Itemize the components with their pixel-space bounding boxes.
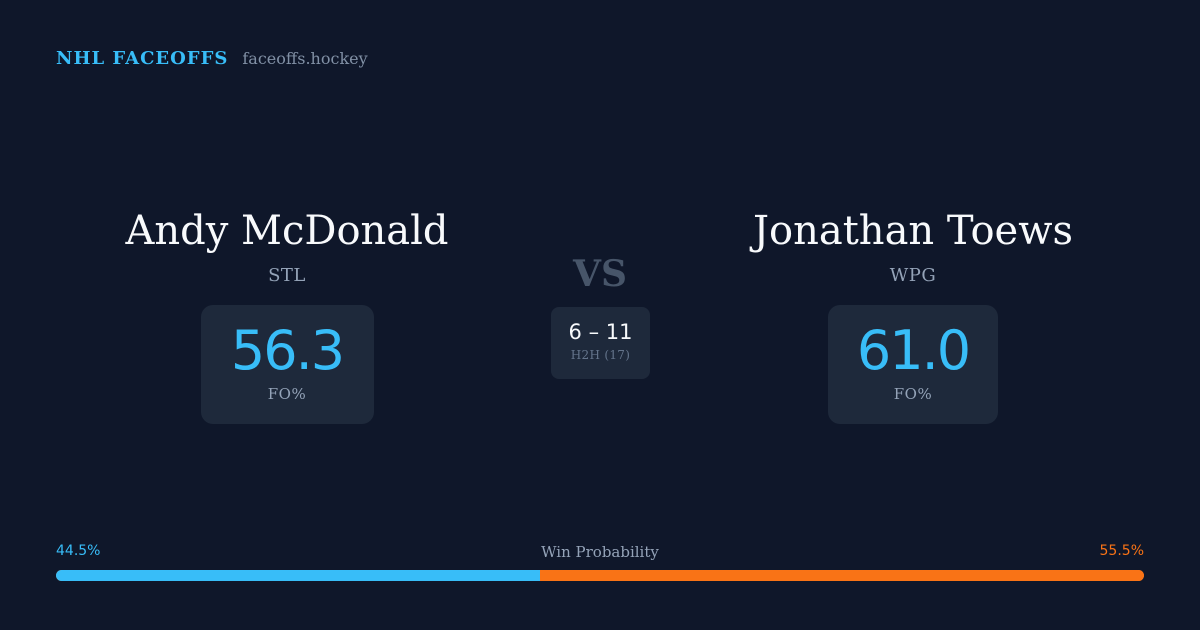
player-left-name: Andy McDonald [125, 208, 449, 254]
win-probability-bar-left [56, 570, 541, 581]
player-left-fo-label: FO% [267, 385, 307, 403]
win-probability-left-pct: 44.5% [56, 543, 101, 559]
player-left-stat-card: 56.3 FO% [200, 305, 374, 424]
vs-label: VS [573, 253, 627, 295]
win-probability-bar-right [540, 570, 1144, 581]
head-to-head-label: H2H (17) [570, 348, 631, 362]
player-right-fo-label: FO% [893, 385, 933, 403]
win-probability-right-pct: 55.5% [1099, 543, 1144, 559]
player-right: Jonathan Toews WPG 61.0 FO% [653, 205, 1173, 424]
player-right-fo-pct: 61.0 [856, 319, 971, 382]
player-left: Andy McDonald STL 56.3 FO% [27, 205, 547, 424]
player-left-team: STL [268, 265, 306, 286]
brand-header: NHL FACEOFFS faceoffs.hockey [56, 48, 368, 69]
player-right-stat-card: 61.0 FO% [828, 305, 998, 424]
player-left-fo-pct: 56.3 [230, 319, 345, 382]
head-to-head-score: 6 – 11 [568, 320, 633, 344]
win-probability-bar [56, 570, 1144, 581]
brand-domain: faceoffs.hockey [242, 49, 368, 68]
win-probability-title: Win Probability [541, 543, 659, 561]
player-right-name: Jonathan Toews [753, 208, 1073, 254]
brand-title: NHL FACEOFFS [56, 48, 229, 69]
player-right-team: WPG [889, 265, 937, 286]
head-to-head-card: 6 – 11 H2H (17) [551, 307, 650, 379]
win-probability-labels: 44.5% Win Probability 55.5% [56, 543, 1144, 563]
